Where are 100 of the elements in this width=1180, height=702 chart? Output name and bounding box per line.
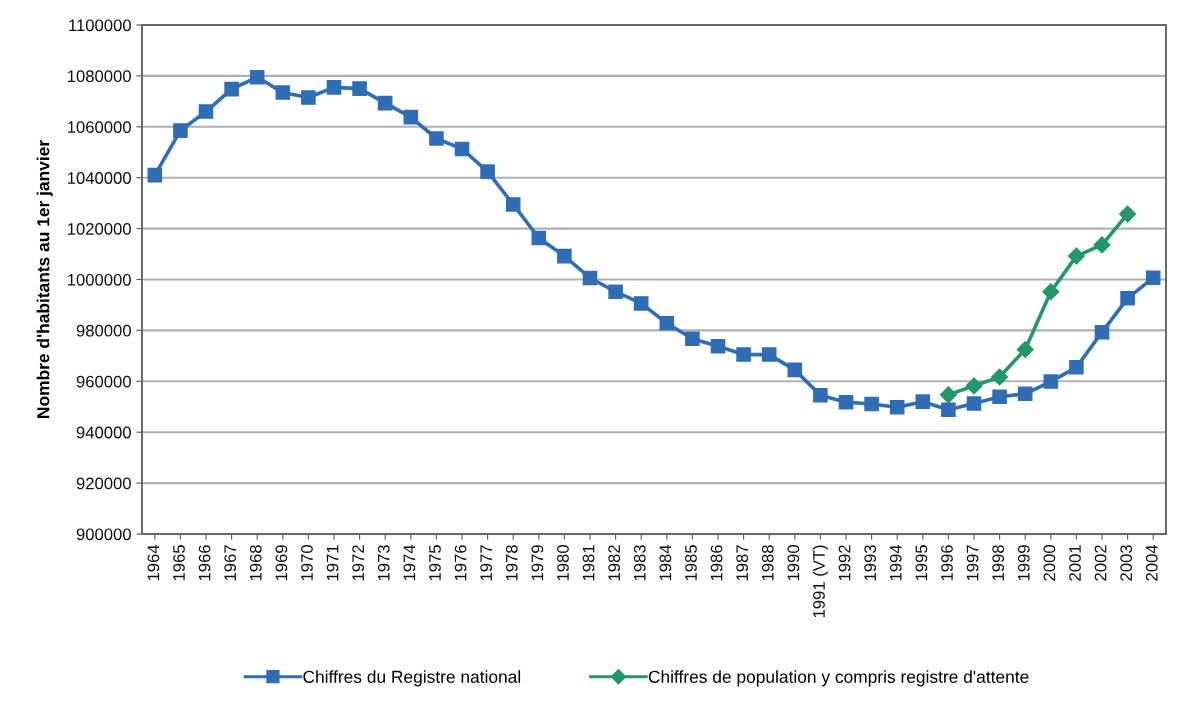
y-tick-label: 1080000	[67, 70, 131, 83]
x-tick-label: 1988	[761, 545, 774, 581]
y-tick-label: 920000	[76, 477, 131, 490]
point	[173, 123, 188, 138]
y-axis-title: Nombre d'habitants au 1er janvier	[36, 140, 53, 418]
point	[965, 377, 983, 395]
point	[249, 69, 265, 85]
x-tick-label: 1990	[787, 545, 800, 581]
x-tick-label: 1964	[147, 544, 160, 581]
x-tick-label: 1991 (VT)	[812, 545, 829, 618]
x-tick-label: 1987	[736, 545, 749, 581]
x-tick-label: 1997	[966, 545, 979, 581]
point	[1120, 291, 1135, 306]
point	[864, 396, 879, 412]
point	[1017, 386, 1033, 402]
point	[1042, 283, 1060, 301]
point	[710, 338, 726, 354]
x-tick-label: 2001	[1069, 545, 1081, 581]
point	[224, 81, 239, 97]
point	[1016, 340, 1034, 359]
point	[403, 109, 419, 125]
x-tick-label: 1973	[377, 545, 390, 581]
x-tick-label: 2000	[1043, 545, 1056, 581]
x-tick-label: 1982	[608, 545, 621, 581]
x-tick-label: 1981	[582, 545, 595, 581]
x-tick-label: 2002	[1094, 545, 1107, 581]
y-tick-label: 960000	[76, 375, 131, 388]
x-tick-label: 1983	[633, 545, 646, 581]
x-tick-label: 1979	[531, 545, 544, 581]
point	[1145, 270, 1161, 286]
x-tick-label: 1994	[889, 544, 902, 581]
legend-label: Chiffres de population y compris registre d'attente	[648, 670, 1029, 687]
point	[1093, 236, 1111, 254]
legend-label: Chiffres du Registre national	[303, 670, 521, 687]
point	[352, 81, 367, 96]
x-tick-label: 1972	[352, 545, 365, 581]
x-tick-label: 1978	[505, 545, 518, 581]
point	[939, 386, 957, 404]
x-tick-label: 2004	[1145, 544, 1158, 581]
x-tick-label: 1998	[992, 545, 1005, 581]
x-tick-label: 1970	[301, 545, 313, 581]
x-tick-label: 1971	[326, 545, 339, 581]
point	[838, 394, 854, 410]
y-tick-label: 1000000	[67, 273, 131, 286]
y-tick-label: 1040000	[67, 172, 131, 184]
x-tick-label: 1976	[454, 545, 467, 581]
point	[275, 85, 291, 100]
point	[633, 296, 649, 311]
x-tick-label: 1968	[249, 545, 262, 581]
point	[1043, 374, 1059, 389]
point	[966, 396, 982, 411]
point	[1069, 360, 1084, 375]
point	[992, 389, 1007, 405]
x-tick-label: 1967	[224, 545, 237, 581]
x-tick-label: 1999	[1017, 545, 1030, 581]
y-tick-label: 940000	[76, 426, 131, 439]
point	[531, 230, 547, 246]
x-tick-label: 1980	[557, 545, 569, 581]
x-tick-label: 1995	[915, 545, 928, 581]
point	[813, 388, 828, 403]
point	[1067, 247, 1085, 265]
x-tick-label: 1985	[685, 545, 697, 581]
point	[429, 131, 444, 146]
point	[889, 399, 905, 415]
point	[377, 95, 393, 111]
point	[582, 270, 598, 286]
x-tick-label: 1993	[864, 545, 877, 581]
x-tick-label: 1984	[659, 544, 672, 581]
x-tick-label: 1965	[173, 545, 185, 581]
y-tick-label: 1060000	[67, 121, 131, 133]
x-tick-label: 1977	[480, 545, 493, 581]
point	[326, 80, 342, 95]
point	[1119, 205, 1137, 223]
point	[1094, 324, 1110, 340]
point	[787, 362, 803, 378]
x-tick-label: 1986	[710, 545, 723, 581]
y-tick-label: 1020000	[67, 223, 131, 235]
point	[659, 315, 675, 331]
point	[991, 368, 1009, 386]
point	[915, 394, 931, 409]
x-tick-label: 1974	[403, 544, 416, 581]
x-tick-label: 1996	[941, 545, 953, 581]
point	[557, 248, 572, 264]
x-tick-label: 1969	[275, 545, 288, 581]
point	[685, 331, 700, 347]
point	[608, 284, 623, 300]
x-tick-label: 1992	[838, 545, 851, 581]
y-tick-label: 900000	[76, 528, 131, 541]
point	[147, 167, 163, 183]
point	[301, 90, 316, 105]
point	[505, 197, 521, 212]
point	[480, 164, 495, 179]
point	[736, 347, 751, 362]
x-tick-label: 2003	[1120, 545, 1133, 581]
x-tick-label: 1966	[198, 545, 211, 581]
x-tick-label: 1975	[429, 545, 441, 581]
y-tick-label: 1100000	[69, 19, 131, 32]
y-tick-label: 980000	[76, 324, 131, 337]
point	[761, 347, 777, 362]
point	[198, 104, 214, 119]
